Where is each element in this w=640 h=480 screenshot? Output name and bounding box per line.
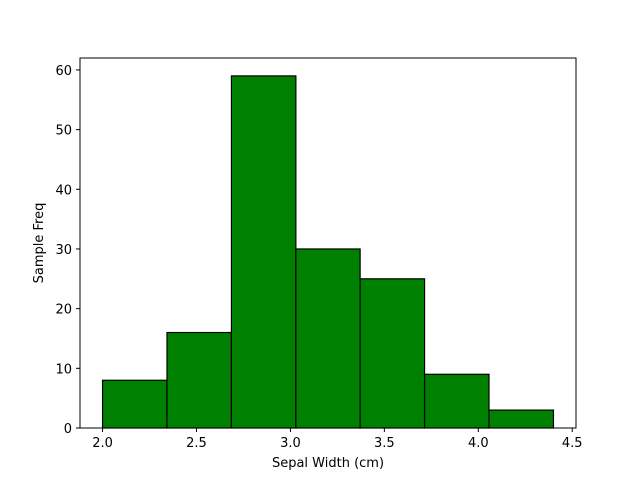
x-tick-label: 2.0 — [92, 436, 113, 451]
histogram-bar-4 — [359, 278, 426, 429]
y-tick-label: 40 — [55, 183, 72, 198]
histogram-bar-5 — [423, 373, 490, 429]
histogram-bars — [101, 75, 555, 429]
y-tick-label: 30 — [55, 243, 72, 258]
histogram-bar-1 — [166, 331, 233, 429]
y-tick-label: 50 — [55, 124, 72, 139]
y-tick-label: 0 — [64, 422, 72, 437]
x-axis-label: Sepal Width (cm) — [272, 456, 384, 471]
x-axis-ticks: 2.0 2.5 3.0 3.5 4.0 4.5 — [92, 428, 583, 451]
plot-frame — [79, 57, 577, 429]
x-tick-label: 2.5 — [186, 436, 207, 451]
y-tick-label: 20 — [55, 303, 72, 318]
histogram-bar-2 — [230, 75, 297, 429]
y-axis-label: Sample Freq — [32, 203, 47, 284]
histogram-bar-0 — [101, 379, 168, 429]
y-tick-label: 10 — [55, 362, 72, 377]
histogram-bar-6 — [488, 409, 555, 429]
y-tick-label: 60 — [55, 64, 72, 79]
x-tick-label: 4.0 — [468, 436, 489, 451]
x-tick-label: 3.5 — [374, 436, 395, 451]
y-axis-ticks: 0 10 20 30 40 50 60 — [55, 64, 80, 437]
x-tick-label: 4.5 — [562, 436, 583, 451]
histogram-bar-3 — [295, 248, 361, 429]
x-tick-label: 3.0 — [280, 436, 301, 451]
